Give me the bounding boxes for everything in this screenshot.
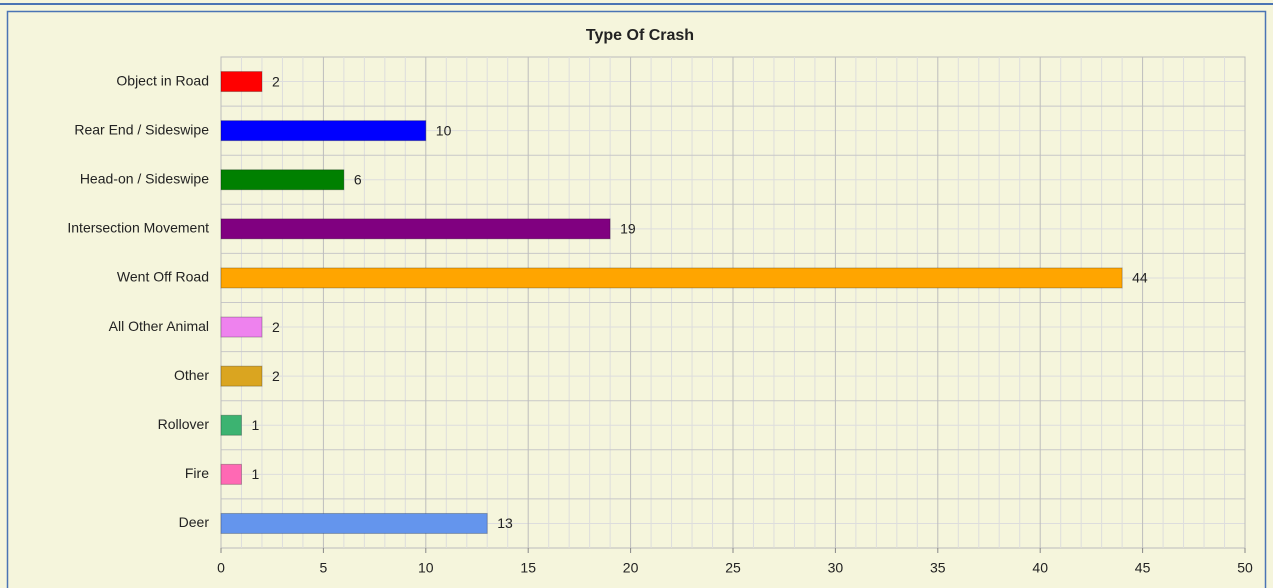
- value-label: 13: [497, 515, 513, 531]
- value-label: 10: [436, 122, 452, 138]
- y-tick-label: Intersection Movement: [67, 220, 209, 236]
- y-tick-label: Rollover: [158, 416, 210, 432]
- x-tick-label: 25: [725, 560, 741, 576]
- x-tick-label: 5: [320, 560, 328, 576]
- value-label: 6: [354, 171, 362, 187]
- value-label: 2: [272, 319, 280, 335]
- y-tick-label: Rear End / Sideswipe: [74, 121, 209, 137]
- value-label: 1: [251, 466, 259, 482]
- bar: [220, 316, 263, 338]
- x-tick-label: 0: [217, 560, 225, 576]
- x-tick-label: 45: [1135, 560, 1151, 576]
- y-tick-label: Deer: [179, 514, 210, 530]
- x-tick-label: 40: [1032, 560, 1048, 576]
- y-tick-label: All Other Animal: [109, 318, 209, 334]
- frame: [6, 10, 1267, 588]
- bar: [220, 218, 611, 240]
- bar: [220, 120, 427, 142]
- x-tick-label: 20: [623, 560, 639, 576]
- bar: [220, 71, 263, 93]
- chart-title: Type Of Crash: [586, 27, 694, 44]
- x-tick-label: 30: [828, 560, 844, 576]
- value-label: 44: [1132, 270, 1148, 286]
- bar: [220, 267, 1123, 289]
- value-label: 19: [620, 221, 636, 237]
- x-tick-label: 15: [520, 560, 536, 576]
- bar: [220, 365, 263, 387]
- y-tick-label: Head-on / Sideswipe: [80, 170, 209, 186]
- y-tick-label: Other: [174, 367, 209, 383]
- value-label: 2: [272, 368, 280, 384]
- y-tick-label: Object in Road: [116, 72, 209, 88]
- value-label: 1: [251, 417, 259, 433]
- y-tick-label: Went Off Road: [117, 269, 209, 285]
- value-label: 2: [272, 73, 280, 89]
- bar: [220, 169, 345, 191]
- bar: [220, 463, 242, 485]
- x-tick-label: 10: [418, 560, 434, 576]
- bar: [220, 414, 242, 436]
- x-tick-label: 50: [1237, 560, 1253, 576]
- x-tick-label: 35: [930, 560, 946, 576]
- bar: [220, 512, 488, 534]
- y-tick-label: Fire: [185, 465, 209, 481]
